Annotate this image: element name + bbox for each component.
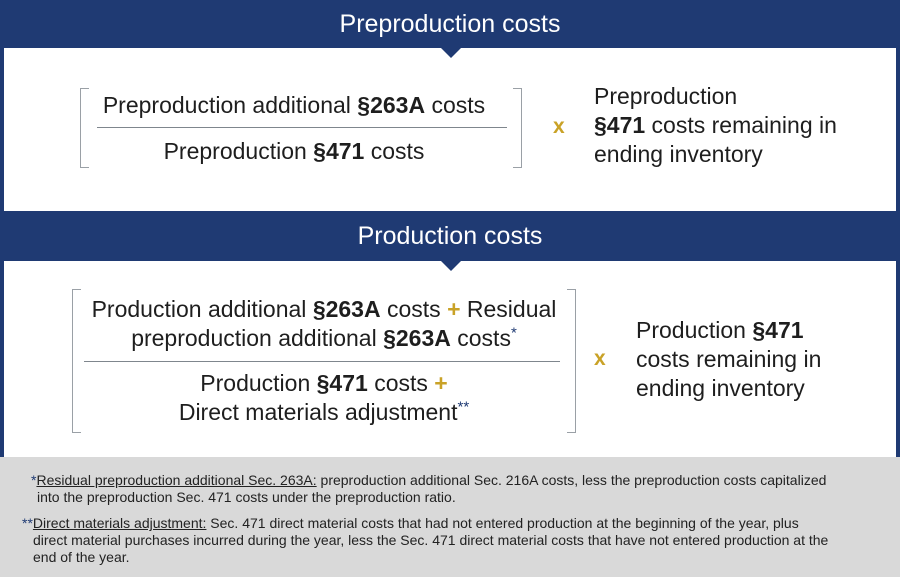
footnotes: *Residual preproduction additional Sec. …: [0, 457, 900, 577]
footnote-direct-materials-end: end of the year.: [33, 549, 130, 565]
production-panel: [4, 261, 896, 457]
footnote-direct-materials-cont: direct material purchases incurred durin…: [33, 532, 829, 548]
left-bracket-icon: [80, 88, 89, 168]
right-bracket-icon: [513, 88, 522, 168]
multiply-icon: x: [553, 115, 565, 138]
preproduction-numerator: Preproduction additional §263A costs: [102, 92, 486, 118]
production-result: Production §471 costs remaining in endin…: [636, 317, 822, 401]
preproduction-panel: [4, 48, 896, 211]
preproduction-result: Preproduction §471 costs remaining in en…: [594, 83, 837, 167]
production-denominator: Production §471 costs + Direct materials…: [178, 370, 470, 425]
header-pointer-icon: [441, 48, 461, 58]
left-bracket-icon: [72, 289, 81, 433]
footnote-direct-materials: **Direct materials adjustment: Sec. 471 …: [22, 515, 799, 531]
preproduction-title: Preproduction costs: [339, 10, 561, 38]
header-pointer-icon: [441, 261, 461, 271]
multiply-icon: x: [594, 347, 606, 370]
fraction-line: [97, 127, 507, 128]
production-header: Production costs: [0, 211, 900, 271]
right-bracket-icon: [567, 289, 576, 433]
preproduction-header: Preproduction costs: [0, 0, 900, 58]
fraction-line: [84, 361, 560, 362]
production-numerator: Production additional §263A costs + Resi…: [91, 296, 557, 351]
production-title: Production costs: [357, 222, 543, 250]
preproduction-denominator: Preproduction §471 costs: [163, 138, 425, 164]
footnote-residual-cont: into the preproduction Sec. 471 costs un…: [37, 489, 456, 505]
footnote-residual: *Residual preproduction additional Sec. …: [31, 472, 827, 488]
